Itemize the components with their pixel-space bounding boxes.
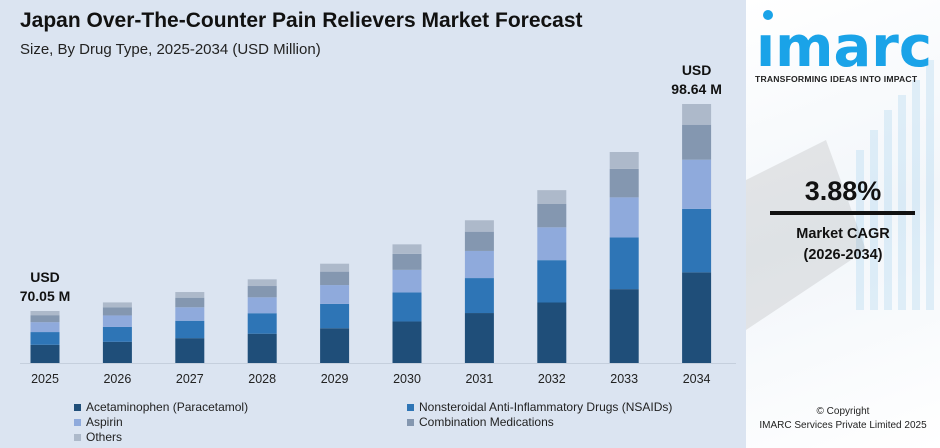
- bar-segment: [247, 297, 277, 314]
- x-tick-label: 2028: [248, 372, 276, 386]
- bar-segment: [175, 338, 205, 363]
- chart-panel: Japan Over-The-Counter Pain Relievers Ma…: [19, 9, 736, 444]
- bar-segment: [537, 203, 567, 228]
- legend-label: Acetaminophen (Paracetamol): [86, 400, 249, 414]
- legend-swatch: [407, 403, 414, 411]
- bar-segment: [537, 227, 567, 261]
- bar-segment: [175, 297, 205, 308]
- bar-segment: [609, 168, 639, 198]
- divider: [770, 211, 915, 215]
- bar-segment: [102, 307, 132, 316]
- x-tick-label: 2025: [31, 372, 59, 386]
- x-tick-label: 2034: [683, 372, 711, 386]
- x-tick-label: 2026: [103, 372, 131, 386]
- bar-segment: [247, 333, 277, 363]
- bar-segment: [247, 313, 277, 334]
- bar-segment: [682, 104, 712, 125]
- bar-segment: [30, 344, 60, 363]
- bar-segment: [175, 292, 205, 298]
- legend-item: Nonsteroidal Anti-Inflammatory Drugs (NS…: [407, 400, 727, 414]
- legend-item: Others: [74, 430, 407, 444]
- bar-segment: [102, 315, 132, 327]
- legend-label: Aspirin: [86, 415, 123, 429]
- total-label-value: 70.05 M: [20, 288, 71, 304]
- x-tick-label: 2032: [538, 372, 566, 386]
- legend-label: Nonsteroidal Anti-Inflammatory Drugs (NS…: [419, 400, 673, 414]
- bar-segment: [30, 332, 60, 345]
- copyright-owner: IMARC Services Private Limited 2025: [759, 420, 927, 431]
- bar-segment: [175, 320, 205, 339]
- x-tick-label: 2027: [176, 372, 204, 386]
- copyright-line: © Copyright: [816, 406, 870, 417]
- bar-segment: [682, 272, 712, 363]
- cagr-label: Market CAGR: [796, 226, 890, 242]
- imarc-logo: ımarc: [756, 10, 932, 74]
- total-label-currency: USD: [682, 62, 712, 78]
- bar-segment: [464, 278, 494, 314]
- legend-item: Acetaminophen (Paracetamol): [74, 400, 407, 414]
- bar-segment: [392, 269, 422, 293]
- bar-segment: [320, 328, 350, 363]
- bar-segment: [537, 302, 567, 363]
- total-label-currency: USD: [30, 269, 60, 285]
- total-label-value: 98.64 M: [671, 81, 722, 97]
- bar-segment: [392, 253, 422, 270]
- bar-segment: [392, 321, 422, 363]
- bar-segment: [392, 244, 422, 254]
- bar-segment: [320, 271, 350, 286]
- stacked-bar-chart: 2025 USD 70.05 M 2026 2027 2028 2029 2030 2031 20…: [20, 62, 736, 386]
- bar-segment: [682, 208, 712, 273]
- bar-segment: [175, 307, 205, 321]
- bar-segment: [537, 260, 567, 303]
- legend-swatch: [74, 433, 81, 441]
- bar-segment: [102, 341, 132, 363]
- legend-swatch: [74, 403, 81, 411]
- bar-segment: [464, 313, 494, 363]
- bar-segment: [609, 197, 639, 238]
- legend-swatch: [74, 418, 81, 426]
- bar-segment: [392, 292, 422, 322]
- bar-segment: [102, 302, 132, 308]
- side-panel: ımarc TRANSFORMING IDEAS INTO IMPACT 3.8…: [746, 0, 940, 448]
- x-tick-label: 2030: [393, 372, 421, 386]
- bar-segment: [609, 289, 639, 363]
- bar-segment: [30, 311, 60, 316]
- legend-item: Combination Medications: [407, 415, 727, 429]
- bar-segment: [609, 237, 639, 290]
- bar-segment: [102, 326, 132, 342]
- bar-segment: [682, 159, 712, 209]
- x-tick-label: 2031: [465, 372, 493, 386]
- cagr-value: 3.88%: [804, 176, 882, 206]
- bar-segment: [609, 152, 639, 169]
- bar-segment: [682, 124, 712, 160]
- bar-segment: [247, 279, 277, 287]
- legend-label: Combination Medications: [419, 415, 554, 429]
- bar-segment: [320, 263, 350, 272]
- bar-segment: [30, 322, 60, 333]
- logo-tagline: TRANSFORMING IDEAS INTO IMPACT: [755, 74, 918, 84]
- bar-segment: [464, 220, 494, 232]
- x-tick-label: 2029: [321, 372, 349, 386]
- bar-segment: [30, 315, 60, 323]
- bar-segment: [320, 285, 350, 304]
- background-chart-decoration: [746, 60, 934, 330]
- x-tick-label: 2033: [610, 372, 638, 386]
- svg-text:ımarc: ımarc: [756, 15, 932, 74]
- legend-label: Others: [86, 430, 123, 444]
- legend-item: Aspirin: [74, 415, 407, 429]
- legend-swatch: [407, 418, 414, 426]
- chart-subtitle: Size, By Drug Type, 2025-2034 (USD Milli…: [20, 41, 321, 58]
- cagr-period: (2026-2034): [803, 247, 883, 263]
- chart-title: Japan Over-The-Counter Pain Relievers Ma…: [20, 9, 583, 32]
- bar-segment: [247, 286, 277, 298]
- bar-segment: [537, 190, 567, 204]
- legend: Acetaminophen (Paracetamol) Nonsteroidal …: [74, 400, 734, 444]
- bar-segment: [320, 303, 350, 329]
- bar-segment: [464, 231, 494, 251]
- bar-segment: [464, 250, 494, 279]
